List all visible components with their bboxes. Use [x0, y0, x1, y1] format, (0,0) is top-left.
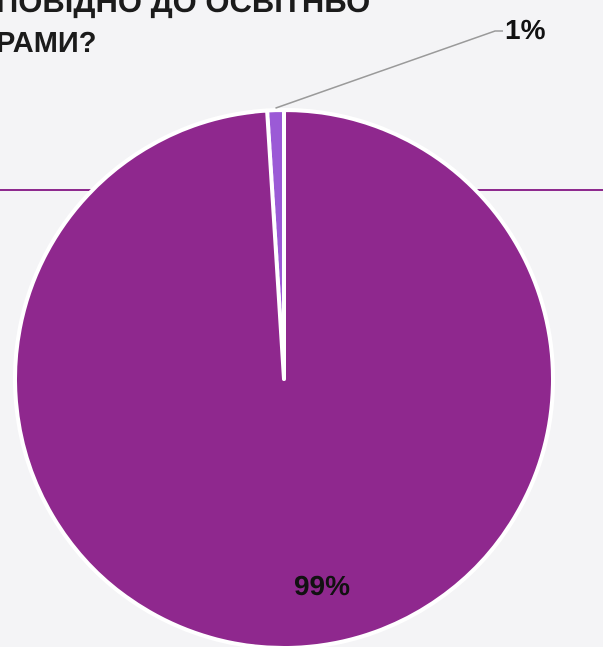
data-label-2: 99% [294, 570, 350, 601]
pie-slice-2 [13, 108, 556, 647]
pie-slices [13, 108, 556, 647]
data-labels: 1% 99% [294, 14, 546, 601]
chart-title-line-2: РАМИ? [0, 27, 97, 59]
leader-line-1 [275, 30, 503, 109]
chart-title-line-1: ПОВІДНО ДО ОСВІТНЬО [0, 0, 371, 19]
leader-lines [275, 30, 503, 109]
data-label-1: 1% [505, 14, 546, 45]
